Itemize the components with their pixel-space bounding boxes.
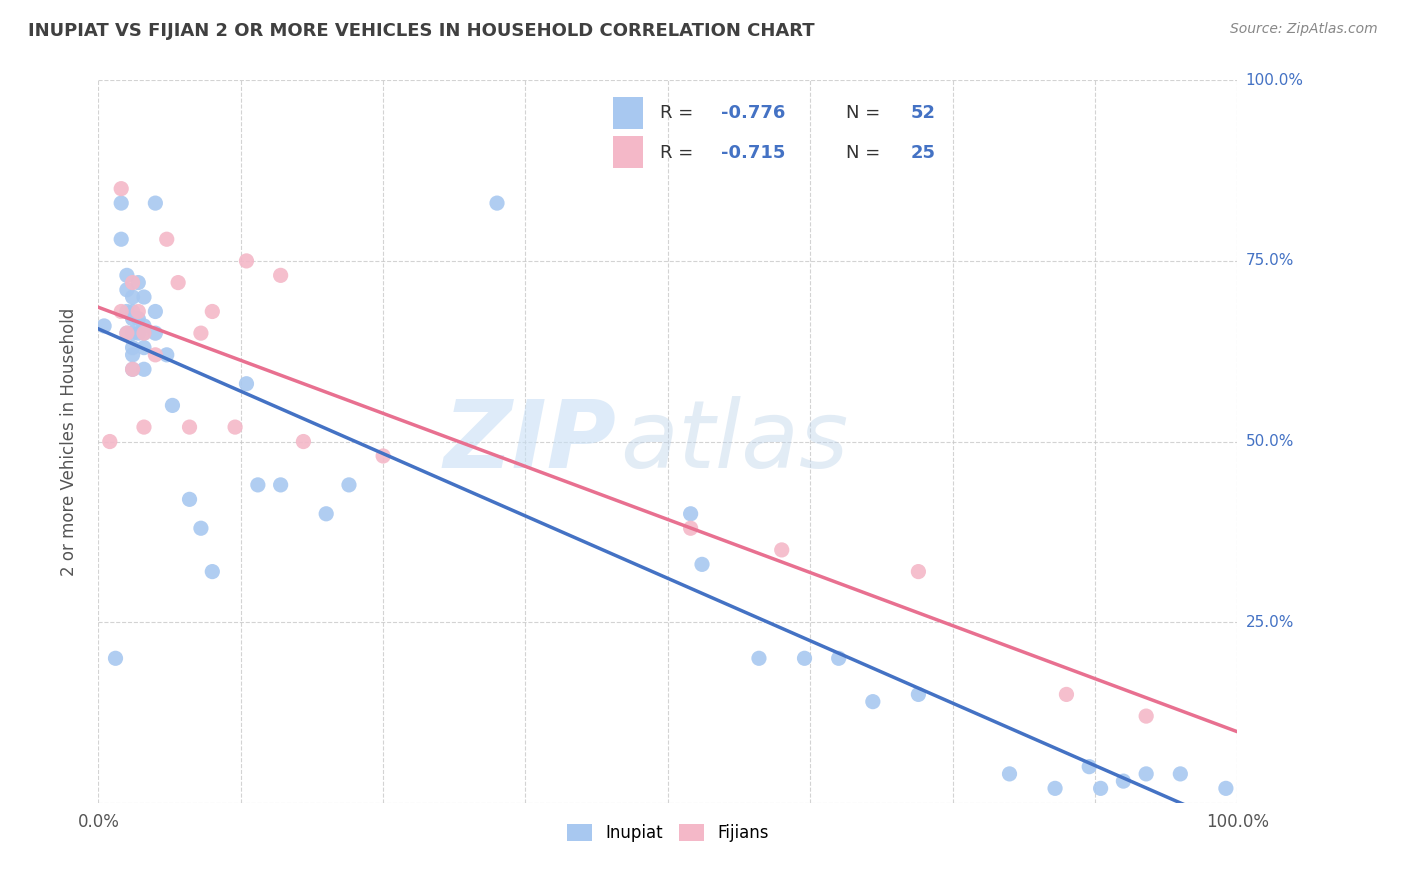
Point — [121, 276, 143, 290]
Point — [132, 318, 155, 333]
Point — [1135, 767, 1157, 781]
Point — [115, 268, 138, 283]
Point — [98, 434, 121, 449]
Point — [110, 232, 132, 246]
Text: ZIP: ZIP — [444, 395, 617, 488]
Point — [132, 420, 155, 434]
Text: 75.0%: 75.0% — [1246, 253, 1294, 268]
Point — [115, 304, 138, 318]
Point — [132, 326, 155, 340]
Point — [862, 695, 884, 709]
Point — [1078, 760, 1101, 774]
Point — [110, 196, 132, 211]
Point — [1112, 774, 1135, 789]
Point — [235, 253, 257, 268]
Point — [235, 376, 257, 391]
Point — [127, 276, 149, 290]
Point — [121, 362, 143, 376]
Point — [121, 348, 143, 362]
Point — [246, 478, 269, 492]
Point — [793, 651, 815, 665]
Text: INUPIAT VS FIJIAN 2 OR MORE VEHICLES IN HOUSEHOLD CORRELATION CHART: INUPIAT VS FIJIAN 2 OR MORE VEHICLES IN … — [28, 22, 814, 40]
Point — [121, 362, 143, 376]
Point — [145, 326, 167, 340]
Point — [486, 196, 509, 211]
Point — [167, 276, 190, 290]
Point — [156, 348, 179, 362]
Point — [337, 478, 360, 492]
Point — [132, 290, 155, 304]
Point — [104, 651, 127, 665]
Point — [1170, 767, 1192, 781]
Point — [371, 449, 394, 463]
Point — [156, 232, 179, 246]
Point — [179, 420, 201, 434]
Y-axis label: 2 or more Vehicles in Household: 2 or more Vehicles in Household — [59, 308, 77, 575]
Point — [145, 196, 167, 211]
Text: 100.0%: 100.0% — [1246, 73, 1303, 87]
Point — [132, 341, 155, 355]
Point — [770, 542, 793, 557]
Point — [179, 492, 201, 507]
Point — [1215, 781, 1237, 796]
Point — [132, 326, 155, 340]
Point — [201, 304, 224, 318]
Point — [121, 326, 143, 340]
Text: 50.0%: 50.0% — [1246, 434, 1294, 449]
Text: atlas: atlas — [620, 396, 848, 487]
Point — [292, 434, 315, 449]
Point — [121, 311, 143, 326]
Point — [162, 398, 184, 412]
Point — [270, 478, 292, 492]
Point — [127, 311, 149, 326]
Text: 25.0%: 25.0% — [1246, 615, 1294, 630]
Point — [127, 304, 149, 318]
Point — [224, 420, 246, 434]
Point — [132, 362, 155, 376]
Point — [121, 290, 143, 304]
Text: Source: ZipAtlas.com: Source: ZipAtlas.com — [1230, 22, 1378, 37]
Point — [121, 341, 143, 355]
Point — [121, 304, 143, 318]
Point — [115, 326, 138, 340]
Point — [190, 521, 212, 535]
Point — [115, 326, 138, 340]
Point — [115, 283, 138, 297]
Point — [1135, 709, 1157, 723]
Point — [1043, 781, 1066, 796]
Point — [907, 565, 929, 579]
Point — [1090, 781, 1112, 796]
Point — [315, 507, 337, 521]
Legend: Inupiat, Fijians: Inupiat, Fijians — [560, 817, 776, 848]
Point — [127, 326, 149, 340]
Point — [748, 651, 770, 665]
Point — [145, 304, 167, 318]
Point — [998, 767, 1021, 781]
Point — [190, 326, 212, 340]
Point — [690, 558, 713, 572]
Point — [270, 268, 292, 283]
Point — [1054, 687, 1078, 701]
Point — [828, 651, 851, 665]
Point — [93, 318, 115, 333]
Point — [110, 182, 132, 196]
Point — [679, 521, 702, 535]
Point — [145, 348, 167, 362]
Point — [907, 687, 929, 701]
Point — [201, 565, 224, 579]
Point — [110, 304, 132, 318]
Point — [679, 507, 702, 521]
